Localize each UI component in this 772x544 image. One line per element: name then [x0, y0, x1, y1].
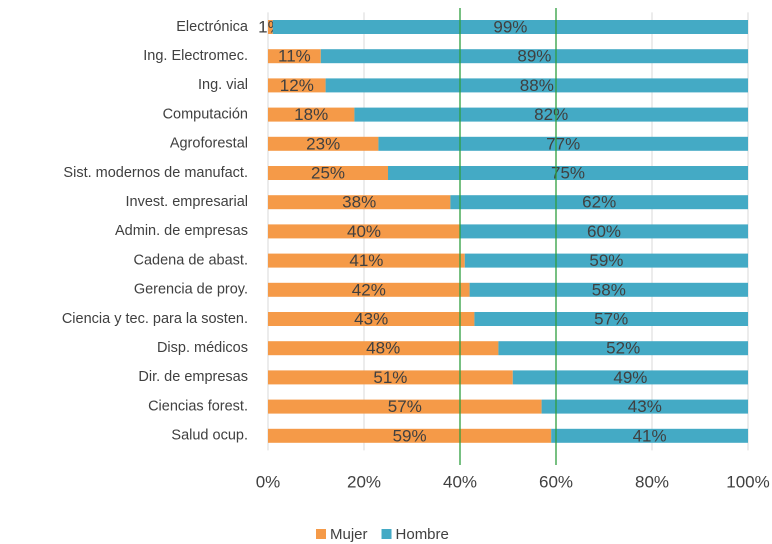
value-label: 42%: [352, 280, 386, 299]
value-label: 88%: [520, 76, 554, 95]
value-label: 38%: [342, 193, 376, 212]
bar-segment: [268, 49, 321, 64]
x-tick-label: 100%: [726, 472, 769, 491]
x-tick-label: 60%: [539, 472, 573, 491]
bar-segment: [541, 399, 748, 414]
value-label: 99%: [493, 17, 527, 36]
y-tick-label: Ing. Electromec.: [143, 48, 248, 64]
y-tick-label: Ciencia y tec. para la sosten.: [62, 311, 248, 327]
value-label: 49%: [613, 368, 647, 387]
legend-swatch: [381, 529, 392, 539]
bar-segment: [378, 136, 748, 151]
value-label: 23%: [306, 134, 340, 153]
value-label: 48%: [366, 339, 400, 358]
y-tick-label: Agroforestal: [170, 136, 248, 152]
bar-segment: [272, 20, 748, 34]
bar-segment: [268, 312, 475, 326]
bar-segment: [320, 49, 748, 64]
value-label: 43%: [628, 397, 662, 416]
bar-segment: [268, 107, 355, 122]
bar-segment: [464, 253, 748, 268]
x-tick-label: 80%: [635, 472, 669, 491]
value-label: 82%: [534, 105, 568, 124]
bar-segment: [388, 166, 748, 180]
y-tick-label: Computación: [163, 106, 248, 122]
legend-label: Mujer: [330, 526, 368, 543]
y-tick-label: Ciencias forest.: [148, 398, 248, 414]
y-tick-label: Disp. médicos: [157, 340, 248, 356]
value-label: 75%: [551, 163, 585, 182]
value-label: 52%: [606, 339, 640, 358]
value-label: 59%: [393, 426, 427, 445]
bar-segment: [268, 399, 542, 414]
bar-segment: [460, 224, 748, 239]
value-label: 11%: [278, 47, 311, 66]
y-tick-label: Admin. de empresas: [115, 223, 248, 239]
y-tick-label: Salud ocup.: [171, 428, 248, 444]
bar-segment: [268, 370, 513, 385]
value-label: 77%: [546, 134, 580, 153]
bar-segment: [450, 195, 748, 210]
bar-segment: [498, 341, 748, 356]
y-tick-label: Electrónica: [176, 19, 249, 35]
y-tick-label: Sist. modernos de manufact.: [63, 165, 248, 181]
value-label: 41%: [349, 251, 383, 270]
x-tick-label: 40%: [443, 472, 477, 491]
value-label: 43%: [354, 309, 388, 328]
bar-segment: [268, 78, 326, 93]
value-label: 58%: [592, 280, 626, 299]
value-label: 40%: [347, 222, 381, 241]
bar-segment: [512, 370, 748, 385]
value-label: 62%: [582, 193, 616, 212]
x-tick-label: 0%: [256, 472, 281, 491]
bar-segment: [268, 428, 552, 443]
bar-segment: [469, 282, 748, 297]
value-label: 57%: [594, 309, 628, 328]
bar-segment: [268, 253, 465, 268]
value-label: 60%: [587, 222, 621, 241]
y-tick-label: Ing. vial: [198, 77, 248, 93]
x-tick-label: 20%: [347, 472, 381, 491]
bar-segment: [551, 428, 748, 443]
y-tick-label: Dir. de empresas: [138, 369, 248, 385]
value-label: 89%: [517, 47, 551, 66]
bar-segment: [268, 20, 273, 34]
bar-segment: [325, 78, 748, 93]
value-label: 57%: [388, 397, 422, 416]
bar-segment: [268, 195, 451, 210]
bar-segment: [268, 224, 460, 239]
legend-swatch: [316, 529, 326, 539]
value-label: 18%: [294, 105, 328, 124]
legend-label: Hombre: [396, 526, 449, 543]
value-label: 12%: [280, 76, 314, 95]
bar-segment: [268, 166, 388, 180]
value-label: 59%: [589, 251, 623, 270]
y-tick-label: Cadena de abast.: [134, 252, 248, 268]
bar-segment: [268, 341, 499, 356]
bar-segment: [474, 312, 748, 326]
value-label: 51%: [373, 368, 407, 387]
bar-segment: [268, 282, 470, 297]
bar-segment: [354, 107, 748, 122]
bar-segment: [268, 136, 379, 151]
y-tick-label: Invest. empresarial: [126, 194, 249, 210]
value-label: 41%: [633, 426, 667, 445]
value-label: 25%: [311, 163, 345, 182]
y-tick-label: Gerencia de proy.: [134, 282, 248, 298]
